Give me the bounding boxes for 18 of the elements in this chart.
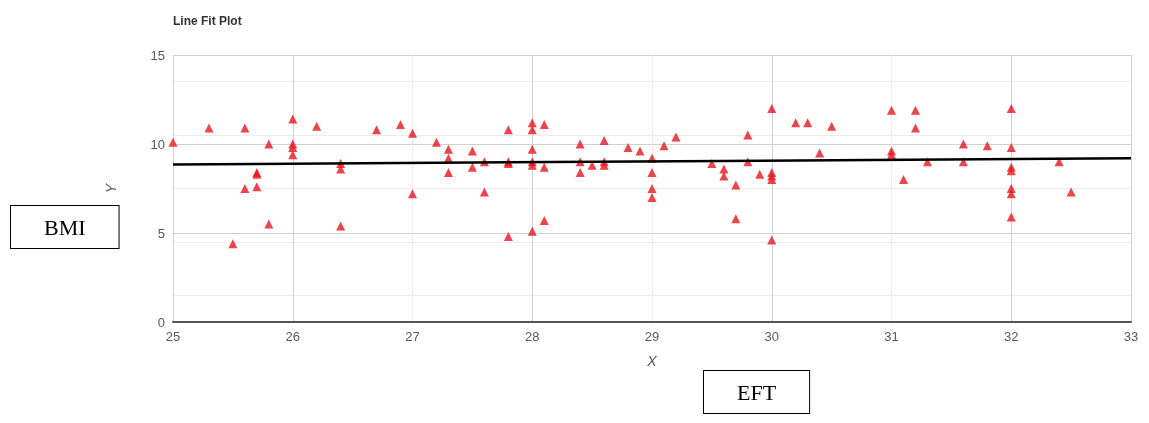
x-tick-label: 28 <box>525 329 540 344</box>
x-tick-label: 26 <box>285 329 300 344</box>
x-tick-label: 29 <box>644 329 660 344</box>
text: EFT <box>737 379 777 405</box>
text: BMI <box>44 214 86 240</box>
y-tick-label: 5 <box>157 225 165 241</box>
x-tick-label: 32 <box>1004 329 1019 344</box>
y-tick-label: 0 <box>157 314 165 330</box>
x-tick-label: 30 <box>764 329 779 344</box>
y-axis-title: Y <box>103 182 119 194</box>
x-tick-label: 31 <box>884 329 899 344</box>
chart-title: Line Fit Plot <box>173 14 242 28</box>
x-tick-label: 33 <box>1123 329 1139 344</box>
x-tick-label: 27 <box>405 329 420 344</box>
y-tick-label: 10 <box>150 136 165 152</box>
x-tick-label: 25 <box>165 329 181 344</box>
x-axis-title: X <box>646 353 658 369</box>
y-tick-label: 15 <box>150 47 165 63</box>
